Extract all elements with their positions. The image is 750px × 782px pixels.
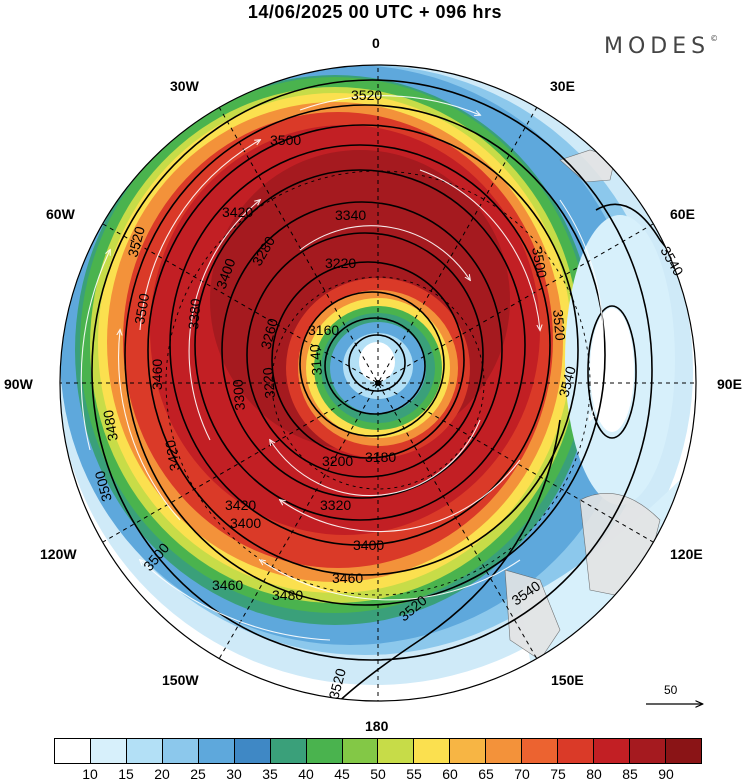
colorbar-swatch <box>450 739 487 763</box>
colorbar-tick-label: 10 <box>82 766 98 782</box>
contour-label: 3500 <box>270 132 301 148</box>
contour-label: 3340 <box>335 207 366 223</box>
lon-label-120w: 120W <box>40 546 77 562</box>
colorbar-tick-label: 50 <box>370 766 386 782</box>
contour-label-group: 3520 3520 3500 3500 3460 3420 3420 3340 … <box>91 87 687 701</box>
colorbar-swatch <box>522 739 559 763</box>
map-boundary <box>59 64 697 702</box>
colorbar-tick-label: 40 <box>298 766 314 782</box>
colorbar-tick-label: 80 <box>586 766 602 782</box>
lon-label-60e: 60E <box>670 206 695 222</box>
wind-speed-shading <box>60 65 696 701</box>
contour-label: 3420 <box>225 497 256 513</box>
contour-label: 3520 <box>351 87 382 103</box>
contour-label: 3300 <box>229 378 248 411</box>
colorbar-tick-label: 15 <box>118 766 134 782</box>
contour-label: 3380 <box>185 298 204 331</box>
colorbar-tick-label: 70 <box>514 766 530 782</box>
contour-label: 3220 <box>259 366 278 399</box>
contour-label: 3480 <box>272 587 303 603</box>
colorbar-swatch <box>630 739 666 763</box>
colorbar-swatch <box>558 739 595 763</box>
lon-label-150e: 150E <box>551 672 584 688</box>
colorbar-tick-label: 90 <box>658 766 674 782</box>
lon-label-150w: 150W <box>162 672 199 688</box>
lon-label-180: 180 <box>365 718 389 734</box>
contour-label: 3160 <box>308 322 339 338</box>
colorbar-tick-label: 60 <box>442 766 458 782</box>
colorbar-tick-label: 20 <box>154 766 170 782</box>
colorbar-swatch <box>414 739 451 763</box>
colorbar-swatch <box>306 739 343 763</box>
colorbar-swatch <box>665 739 701 763</box>
contour-label: 3460 <box>149 359 165 390</box>
colorbar-ticks: 10 15 20 25 30 35 40 45 50 55 60 65 70 75 80 85 90 <box>54 766 702 782</box>
contour-label: 3480 <box>100 409 121 443</box>
colorbar-swatch <box>342 739 379 763</box>
map-title: 14/06/2025 00 UTC + 096 hrs <box>247 2 503 22</box>
height-contours <box>91 79 696 701</box>
contour-label: 3320 <box>320 497 351 513</box>
contour-label: 3260 <box>257 316 281 350</box>
colorbar-swatch <box>486 739 523 763</box>
lon-label-90e: 90E <box>717 376 742 392</box>
contour-label: 3200 <box>322 453 353 469</box>
contour-label: 3460 <box>212 577 243 593</box>
colorbar-tick-label: 25 <box>190 766 206 782</box>
contour-label: 3420 <box>162 439 183 473</box>
contour-label: 3520 <box>325 666 349 700</box>
streamlines <box>80 95 604 641</box>
colorbar-tick-label: 85 <box>622 766 638 782</box>
contour-label: 3520 <box>550 309 569 342</box>
contour-label: 3420 <box>222 204 253 220</box>
lon-label-90w: 90W <box>4 376 33 392</box>
contour-label: 3500 <box>131 292 152 326</box>
contour-label: 3540 <box>555 364 579 398</box>
modes-logo: MODES© <box>604 34 719 59</box>
reference-vector-label: 50 <box>664 683 678 697</box>
contour-label: 3500 <box>529 246 550 280</box>
contour-label: 3400 <box>353 537 384 553</box>
polar-stereographic-map: 3520 3520 3500 3500 3460 3420 3420 3340 … <box>59 64 750 735</box>
colorbar-tick-label: 30 <box>226 766 242 782</box>
lon-label-0: 0 <box>372 35 380 51</box>
colorbar-swatch <box>378 739 415 763</box>
contour-label: 3400 <box>230 515 261 531</box>
colorbar-swatch <box>55 739 91 763</box>
colorbar-tick-label: 35 <box>262 766 278 782</box>
lon-label-30w: 30W <box>170 78 199 94</box>
colorbar-swatch <box>594 739 630 763</box>
contour-label: 3520 <box>124 224 148 258</box>
colorbar-tick-label: 55 <box>406 766 422 782</box>
latitude-circles <box>165 170 591 596</box>
lon-label-120e: 120E <box>670 546 703 562</box>
colorbar-tick-label: 65 <box>478 766 494 782</box>
lon-label-30e: 30E <box>550 78 575 94</box>
contour-label: 3220 <box>325 255 356 271</box>
colorbar-swatch <box>90 739 127 763</box>
contour-label: 3140 <box>306 343 325 376</box>
contour-label: 3460 <box>332 570 363 586</box>
colorbar-swatch <box>126 739 163 763</box>
contour-label: 3500 <box>91 469 115 503</box>
colorbar-tick-label: 45 <box>334 766 350 782</box>
north-pole-marker <box>375 380 381 386</box>
colorbar-tick-label: 75 <box>550 766 566 782</box>
contour-label: 3180 <box>365 449 396 465</box>
lon-label-60w: 60W <box>46 206 75 222</box>
colorbar-swatch <box>270 739 307 763</box>
colorbar-swatch <box>198 739 235 763</box>
colorbar-swatch <box>234 739 271 763</box>
colorbar <box>54 738 702 764</box>
colorbar-swatch <box>162 739 199 763</box>
